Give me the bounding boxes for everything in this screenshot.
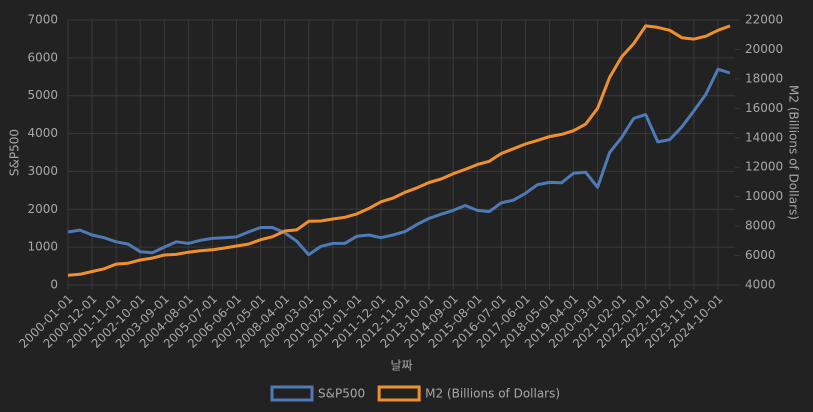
legend-label: M2 (Billions of Dollars) (425, 387, 560, 401)
y-tick-label: 2000 (27, 202, 58, 216)
legend-item[interactable]: M2 (Billions of Dollars) (377, 385, 560, 402)
y-tick-label: 7000 (27, 13, 58, 27)
y-tick-label: 5000 (27, 88, 58, 102)
y2-tick-label: 22000 (745, 13, 783, 27)
y2-axis-title: M2 (Billions of Dollars) (787, 85, 801, 220)
y-tick-label: 3000 (27, 164, 58, 178)
y2-tick-label: 20000 (745, 42, 783, 56)
x-axis-title: 날짜 (390, 359, 412, 373)
legend-item[interactable]: S&P500 (270, 385, 365, 402)
legend-swatch (377, 385, 421, 402)
y2-tick-label: 4000 (745, 278, 776, 292)
legend-label: S&P500 (318, 387, 365, 401)
legend-swatch (270, 385, 314, 402)
y2-tick-label: 8000 (745, 219, 776, 233)
y2-tick-label: 6000 (745, 248, 776, 262)
y2-tick-label: 14000 (745, 130, 783, 144)
y2-tick-label: 16000 (745, 101, 783, 115)
y2-tick-label: 10000 (745, 189, 783, 203)
y-tick-label: 1000 (27, 240, 58, 254)
y2-tick-label: 12000 (745, 160, 783, 174)
y-tick-label: 4000 (27, 126, 58, 140)
y-tick-label: 0 (50, 278, 58, 292)
y-tick-label: 6000 (27, 50, 58, 64)
y-axis-title: S&P500 (8, 129, 22, 176)
series-line (67, 67, 731, 257)
y2-tick-label: 18000 (745, 71, 783, 85)
series-line (67, 24, 731, 277)
